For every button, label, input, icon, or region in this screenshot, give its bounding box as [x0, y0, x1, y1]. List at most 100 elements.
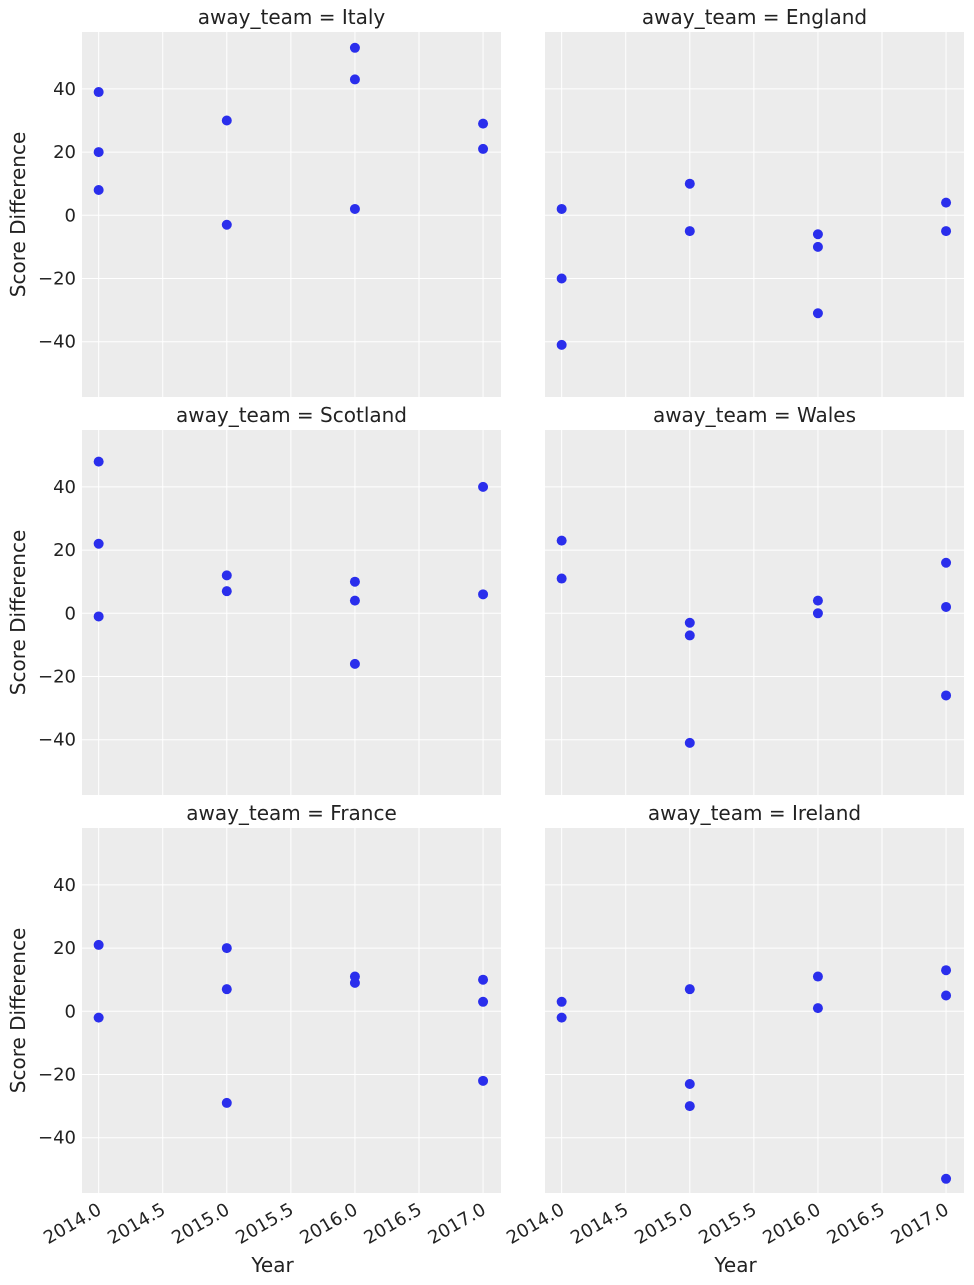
- data-point: [684, 1101, 695, 1112]
- data-point: [221, 984, 232, 995]
- x-tick-label: 2014.5: [104, 1199, 169, 1249]
- data-point: [684, 984, 695, 995]
- data-point: [812, 608, 823, 619]
- data-point: [93, 939, 104, 950]
- panel-title: away_team = England: [642, 5, 867, 29]
- x-tick-label: 2016.5: [360, 1199, 425, 1249]
- data-point: [941, 990, 952, 1001]
- panel-title: away_team = Italy: [198, 5, 386, 29]
- data-point: [684, 1078, 695, 1089]
- y-tick-label: 20: [53, 540, 76, 561]
- data-point: [812, 229, 823, 240]
- panel-background: [545, 828, 964, 1193]
- data-point: [349, 203, 360, 214]
- data-point: [684, 226, 695, 237]
- x-axis-label: Year: [250, 1253, 294, 1277]
- y-axis-label: Score Difference: [6, 132, 30, 297]
- data-point: [556, 339, 567, 350]
- panel-title: away_team = Scotland: [176, 403, 407, 427]
- y-tick-label: 40: [53, 875, 76, 896]
- data-point: [93, 1012, 104, 1023]
- data-point: [349, 595, 360, 606]
- data-point: [478, 996, 489, 1007]
- data-point: [349, 977, 360, 988]
- y-tick-label: 20: [53, 142, 76, 163]
- data-point: [478, 589, 489, 600]
- y-tick-label: 20: [53, 938, 76, 959]
- panel-title: away_team = Wales: [653, 403, 856, 427]
- data-point: [93, 147, 104, 158]
- data-point: [556, 1012, 567, 1023]
- data-point: [93, 456, 104, 467]
- x-tick-label: 2015.5: [695, 1199, 760, 1249]
- y-tick-label: −20: [38, 1064, 76, 1085]
- data-point: [941, 197, 952, 208]
- data-point: [221, 219, 232, 230]
- x-tick-label: 2016.0: [759, 1199, 824, 1249]
- y-tick-label: −20: [38, 666, 76, 687]
- y-tick-label: −40: [38, 1128, 76, 1149]
- data-point: [478, 1075, 489, 1086]
- facet-panel-5: away_team = France −40 −20 0 20 40 Score Diffe…: [6, 801, 501, 1277]
- facet-panel-3: away_team = Scotland −40 −20 0 20 40 Score Dif…: [6, 403, 501, 795]
- data-point: [93, 611, 104, 622]
- data-point: [556, 273, 567, 284]
- y-tick-label: −20: [38, 268, 76, 289]
- data-point: [812, 1003, 823, 1014]
- data-point: [941, 965, 952, 976]
- data-point: [812, 595, 823, 606]
- data-point: [349, 74, 360, 85]
- data-point: [941, 557, 952, 568]
- y-axis-label: Score Difference: [6, 530, 30, 695]
- data-point: [556, 203, 567, 214]
- x-tick-label: 2015.0: [168, 1199, 233, 1249]
- data-point: [221, 943, 232, 954]
- data-point: [221, 1097, 232, 1108]
- x-tick-label: 2017.0: [888, 1199, 953, 1249]
- panel-background: [82, 32, 501, 397]
- data-point: [478, 143, 489, 154]
- data-point: [93, 538, 104, 549]
- data-point: [684, 617, 695, 628]
- x-tick-label: 2015.0: [631, 1199, 696, 1249]
- x-tick-label: 2016.0: [296, 1199, 361, 1249]
- y-tick-label: 0: [65, 603, 76, 624]
- data-point: [684, 630, 695, 641]
- facet-panel-2: away_team = England: [545, 5, 964, 397]
- x-tick-label: 2017.0: [425, 1199, 490, 1249]
- data-point: [221, 570, 232, 581]
- x-tick-label: 2014.0: [503, 1199, 568, 1249]
- x-tick-label: 2015.5: [232, 1199, 297, 1249]
- x-axis-label: Year: [713, 1253, 757, 1277]
- y-tick-label: 0: [65, 205, 76, 226]
- panel-background: [545, 430, 964, 795]
- data-point: [349, 658, 360, 669]
- data-point: [556, 996, 567, 1007]
- panel-title: away_team = France: [186, 801, 397, 825]
- panel-background: [82, 828, 501, 1193]
- x-tick-label: 2014.5: [567, 1199, 632, 1249]
- data-point: [812, 308, 823, 319]
- data-point: [941, 601, 952, 612]
- y-tick-label: 40: [53, 477, 76, 498]
- data-point: [941, 1173, 952, 1184]
- panel-background: [82, 430, 501, 795]
- data-point: [941, 226, 952, 237]
- data-point: [684, 737, 695, 748]
- y-tick-label: 40: [53, 79, 76, 100]
- data-point: [478, 974, 489, 985]
- x-tick-label: 2014.0: [40, 1199, 105, 1249]
- facet-panel-4: away_team = Wales: [545, 403, 964, 795]
- data-point: [556, 535, 567, 546]
- y-axis-label: Score Difference: [6, 928, 30, 1093]
- data-point: [812, 971, 823, 982]
- facet-panel-1: away_team = Italy −40 −20 0 20 40 Score Differ…: [6, 5, 501, 397]
- data-point: [812, 241, 823, 252]
- y-tick-label: 0: [65, 1001, 76, 1022]
- data-point: [556, 573, 567, 584]
- data-point: [478, 118, 489, 129]
- data-point: [221, 586, 232, 597]
- panel-title: away_team = Ireland: [648, 801, 861, 825]
